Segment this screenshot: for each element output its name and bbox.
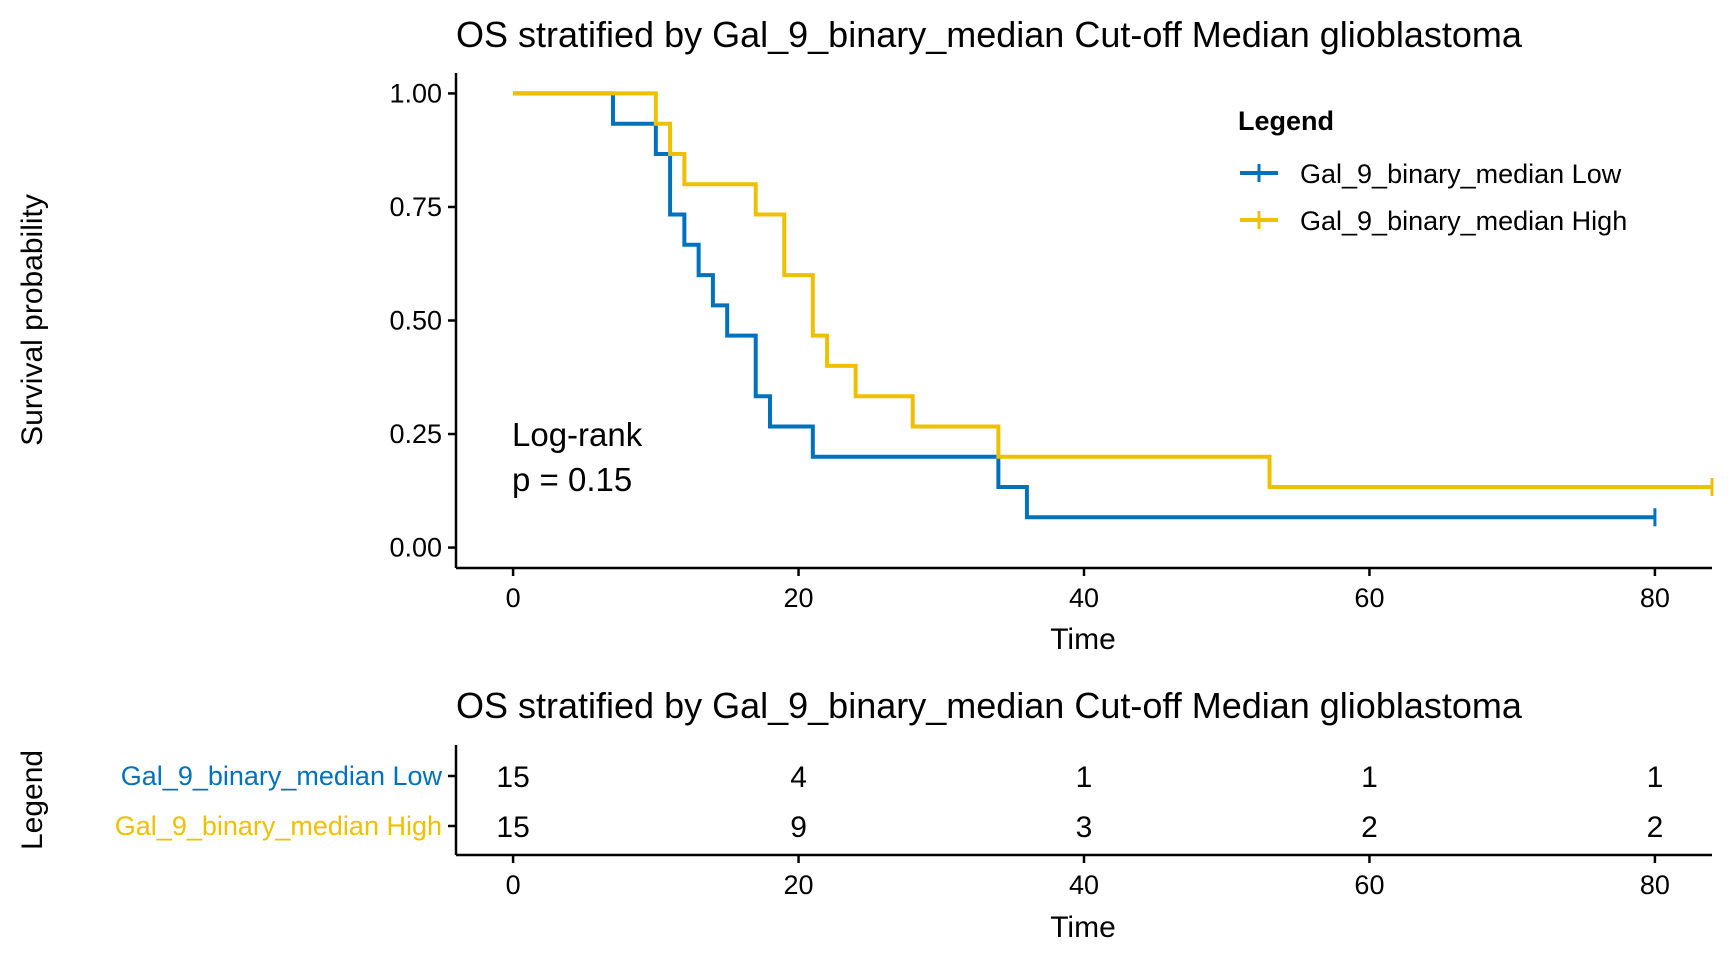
risk-count: 1 (1076, 761, 1093, 794)
km-axes (454, 73, 1712, 570)
km-curve-high (513, 91, 1712, 490)
x-tick-label: 20 (784, 583, 814, 613)
risk-x-tick-label: 60 (1354, 870, 1384, 900)
y-tick-label: 0.00 (389, 533, 442, 563)
risk-row-label: Gal_9_binary_median High (115, 811, 442, 841)
risk-count: 1 (1647, 761, 1664, 794)
risk-table-title: OS stratified by Gal_9_binary_median Cut… (456, 685, 1523, 726)
risk-count: 3 (1076, 811, 1093, 844)
risk-row-label: Gal_9_binary_median Low (121, 761, 443, 791)
risk-count: 2 (1647, 811, 1664, 844)
chart-title: OS stratified by Gal_9_binary_median Cut… (456, 14, 1523, 55)
x-tick-label: 0 (506, 583, 521, 613)
risk-count: 9 (790, 811, 807, 844)
legend-entry-label: Gal_9_binary_median High (1300, 206, 1627, 236)
y-tick-label: 0.50 (389, 306, 442, 336)
x-tick-label: 60 (1354, 583, 1384, 613)
risk-count: 2 (1361, 811, 1378, 844)
x-tick-label: 40 (1069, 583, 1099, 613)
legend-entry-label: Gal_9_binary_median Low (1300, 159, 1622, 189)
logrank-label: Log-rank (512, 416, 643, 453)
km-curves (513, 91, 1714, 527)
legend-title: Legend (1238, 106, 1334, 136)
risk-count: 15 (496, 811, 529, 844)
x-ticks: 0 20 40 60 80 (506, 568, 1670, 613)
p-value-label: p = 0.15 (512, 461, 632, 498)
risk-x-tick-label: 40 (1069, 870, 1099, 900)
legend: Legend Gal_9_binary_median Low Gal_9_bina… (1238, 106, 1627, 236)
x-tick-label: 80 (1640, 583, 1670, 613)
risk-table-body: 0 20 40 60 80 Gal_9_binary_median Low 15 4 1 1 1 Ga… (115, 761, 1670, 900)
risk-count: 15 (496, 761, 529, 794)
y-tick-label: 0.25 (389, 419, 442, 449)
km-curve-low (513, 91, 1655, 520)
risk-count: 4 (790, 761, 807, 794)
y-ticks: 0.00 0.25 0.50 0.75 1.00 (389, 78, 456, 563)
y-tick-label: 0.75 (389, 192, 442, 222)
risk-count: 1 (1361, 761, 1378, 794)
risk-x-tick-label: 80 (1640, 870, 1670, 900)
y-tick-label: 1.00 (389, 78, 442, 108)
risk-x-tick-label: 0 (506, 870, 521, 900)
risk-table-x-axis-title: Time (1050, 911, 1116, 944)
risk-x-tick-label: 20 (784, 870, 814, 900)
risk-table-y-axis-title: Legend (16, 750, 49, 850)
y-axis-title: Survival probability (16, 194, 49, 446)
x-axis-title: Time (1050, 623, 1116, 656)
